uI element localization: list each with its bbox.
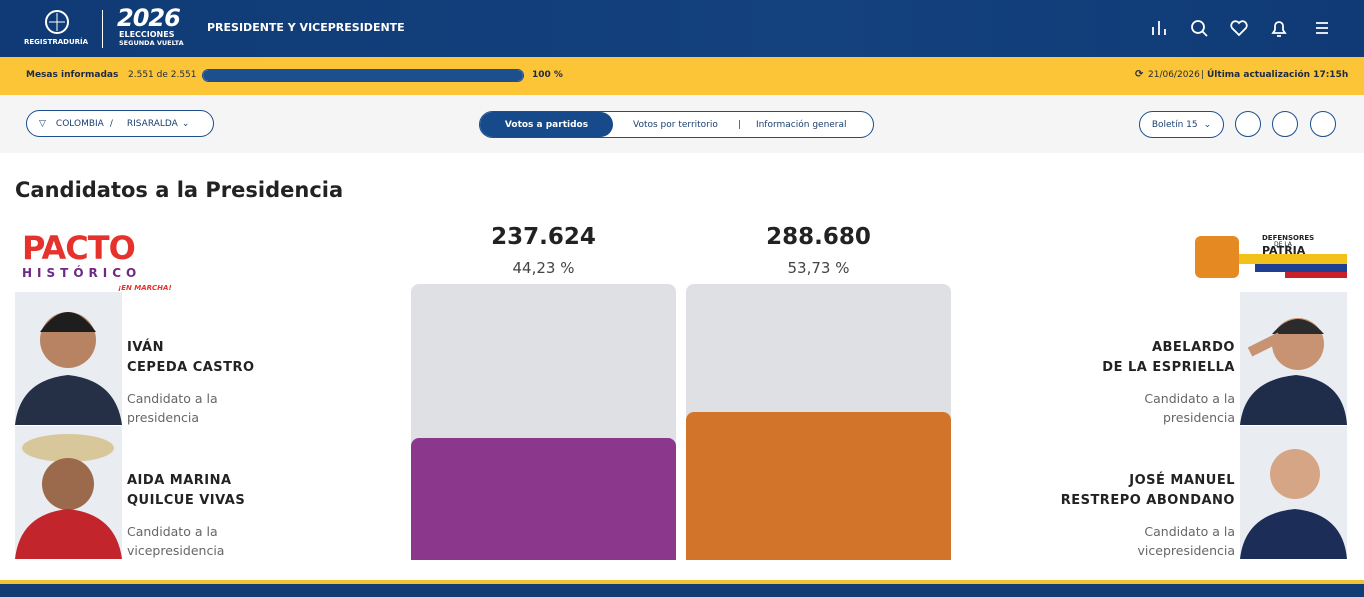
- chevron: ⌄: [181, 118, 190, 129]
- candidate-name: AIDA MARINA QUILCUE VIVAS: [127, 471, 245, 511]
- header: REGISTRADURÍA 2026 ELECCIONES SEGUNDA VU…: [0, 0, 1364, 57]
- tabs: Votos a partidos Votos por territorio | …: [479, 111, 874, 138]
- candidate-photo: [15, 292, 122, 425]
- section-title: Candidatos a la Presidencia: [15, 178, 344, 202]
- filter-separator: /: [109, 118, 113, 129]
- role-line: vicepresidencia: [1137, 543, 1235, 558]
- party-logo-text: PATRIA: [1262, 244, 1306, 257]
- candidate-role: Candidato a la vicepresidencia: [1138, 522, 1235, 560]
- name-line: RESTREPO ABONDANO: [1060, 493, 1235, 508]
- tab-active[interactable]: Votos a partidos: [480, 112, 613, 137]
- name-line: IVÁN: [127, 340, 164, 355]
- page-title: PRESIDENTE Y VICEPRESIDENTE: [207, 21, 405, 34]
- name-line: ABELARDO: [1151, 340, 1235, 355]
- name-line: CEPEDA CASTRO: [127, 360, 255, 375]
- org-name: REGISTRADURÍA: [24, 38, 89, 46]
- header-icons[interactable]: [1145, 16, 1345, 40]
- party-logo-text: DEFENSORES: [1262, 234, 1315, 242]
- party-logo-text: HISTÓRICO: [22, 266, 142, 280]
- party-logo-graphic: [1195, 236, 1347, 278]
- role-line: Candidato a la: [1144, 524, 1235, 539]
- progress-fill: [203, 70, 523, 81]
- role-line: presidencia: [1162, 410, 1235, 425]
- vote-percent: 44,23 %: [512, 259, 575, 277]
- candidate-photo: [1240, 292, 1347, 425]
- refresh-icon: ⟳: [1135, 69, 1144, 80]
- candidate-role: Candidato a la presidencia: [1144, 389, 1235, 427]
- vote-bar: [411, 437, 676, 560]
- role-line: Candidato a la: [127, 524, 218, 539]
- location-filter[interactable]: ▽ COLOMBIA / RISARALDA ⌄: [26, 110, 214, 137]
- status-label: Mesas informadas: [26, 70, 119, 80]
- bar-track: [411, 284, 676, 560]
- status-bar: Mesas informadas 2.551 de 2.551 100 % ⟳ …: [0, 57, 1364, 95]
- vote-bar: [686, 411, 951, 560]
- region[interactable]: RISARALDA: [126, 118, 178, 129]
- candidate-name: IVÁN CEPEDA CASTRO: [127, 338, 255, 378]
- coat-of-arms: [45, 10, 69, 34]
- status-date: 21/06/2026: [1148, 70, 1200, 80]
- role-line: Candidato a la: [1144, 391, 1235, 406]
- vote-total: 288.680: [766, 224, 871, 250]
- chevron: ⌄: [1203, 119, 1212, 130]
- tab-separator: |: [737, 119, 741, 130]
- share-button[interactable]: [1310, 111, 1336, 137]
- logo-line: ELECCIONES: [119, 30, 175, 39]
- party-logo-text: ¡EN MARCHA!: [118, 284, 172, 292]
- role-line: presidencia: [127, 410, 200, 425]
- vote-total: 237.624: [491, 224, 596, 250]
- footer-stripe: [0, 580, 1364, 584]
- bulletin-select[interactable]: Boletín 15 ⌄: [1139, 111, 1224, 138]
- logo-line: SEGUNDA VUELTA: [119, 39, 184, 47]
- name-line: AIDA MARINA: [127, 473, 232, 488]
- name-line: DE LA ESPRIELLA: [1102, 360, 1235, 375]
- country: COLOMBIA: [55, 118, 104, 129]
- role-line: Candidato a la: [127, 391, 218, 406]
- logo-year: 2026: [117, 4, 181, 32]
- party-logo-text: PACTO: [22, 229, 136, 267]
- progress-track: [202, 69, 524, 82]
- name-line: JOSÉ MANUEL: [1129, 473, 1235, 488]
- candidate-role: Candidato a la presidencia: [127, 389, 218, 427]
- bar-track: [686, 284, 951, 560]
- status-separator: |: [1201, 70, 1205, 80]
- candidate-name: JOSÉ MANUEL RESTREPO ABONDANO: [1061, 471, 1235, 511]
- role-line: vicepresidencia: [127, 543, 225, 558]
- print-button[interactable]: [1272, 111, 1298, 137]
- candidate-role: Candidato a la vicepresidencia: [127, 522, 224, 560]
- divider: [102, 10, 103, 48]
- progress-label: 100 %: [532, 70, 563, 80]
- favorite-button[interactable]: [1235, 111, 1261, 137]
- bulletin: Boletín 15: [1151, 119, 1198, 130]
- tab[interactable]: Votos por territorio: [633, 119, 718, 130]
- status-updated: Última actualización 17:15h: [1207, 70, 1349, 80]
- name-line: QUILCUE VIVAS: [127, 493, 246, 508]
- vote-percent: 53,73 %: [787, 259, 850, 277]
- candidate-photo: [15, 426, 122, 559]
- candidate-name: ABELARDO DE LA ESPRIELLA: [1102, 338, 1235, 378]
- tab[interactable]: Información general: [755, 119, 847, 130]
- footer: [0, 584, 1364, 597]
- party-logo-text: DE LA: [1274, 241, 1292, 248]
- candidate-photo: [1240, 426, 1347, 559]
- status-count: 2.551 de 2.551: [128, 70, 197, 80]
- filter-icon: ▽: [39, 118, 46, 129]
- filter-bar: ▽ COLOMBIA / RISARALDA ⌄ Votos a partido…: [0, 95, 1364, 153]
